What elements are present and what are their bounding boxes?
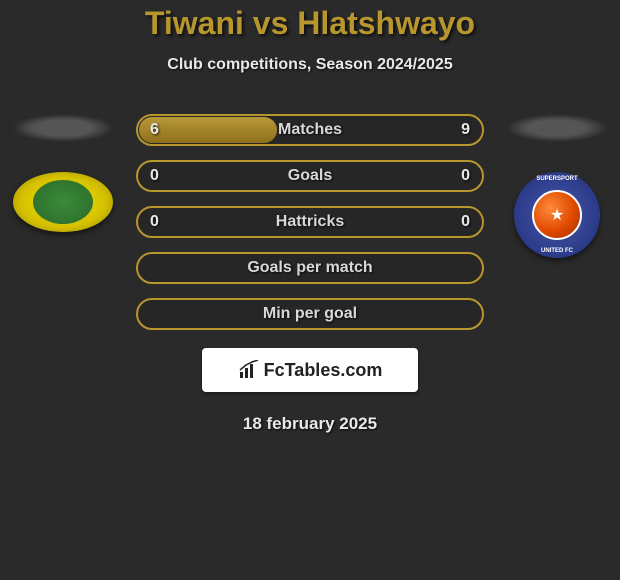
stat-label: Goals [288, 167, 332, 185]
stat-left-value: 0 [150, 213, 180, 231]
supersport-bot-text: UNITED FC [514, 248, 600, 254]
stat-label: Goals per match [247, 259, 372, 277]
page-title: Tiwani vs Hlatshwayo [0, 5, 620, 42]
stat-right-value: 0 [440, 213, 470, 231]
brand-badge[interactable]: FcTables.com [202, 348, 418, 392]
supersport-logo-icon: SUPERSPORT UNITED FC [514, 172, 600, 258]
stat-left-value: 0 [150, 167, 180, 185]
sundowns-logo-icon [13, 172, 113, 232]
stat-label: Hattricks [276, 213, 344, 231]
stat-hattricks: 0 Hattricks 0 [136, 206, 484, 238]
stat-right-value: 9 [440, 121, 470, 139]
stat-min-per-goal: Min per goal [136, 298, 484, 330]
club-logo-left [13, 172, 113, 242]
date-label: 18 february 2025 [0, 414, 620, 434]
left-side [8, 114, 118, 242]
right-side: SUPERSPORT UNITED FC [502, 114, 612, 242]
stat-goals-per-match: Goals per match [136, 252, 484, 284]
player-avatar-left [12, 114, 114, 142]
brand-text: FcTables.com [264, 360, 383, 381]
stat-label: Matches [278, 121, 342, 139]
stat-label: Min per goal [263, 305, 357, 323]
club-logo-right: SUPERSPORT UNITED FC [507, 172, 607, 242]
subtitle: Club competitions, Season 2024/2025 [0, 56, 620, 74]
comparison-card: Tiwani vs Hlatshwayo Club competitions, … [0, 0, 620, 434]
content-row: 6 Matches 9 0 Goals 0 0 Hattricks 0 Goal… [0, 114, 620, 330]
chart-icon [238, 360, 260, 380]
stat-goals: 0 Goals 0 [136, 160, 484, 192]
player-avatar-right [506, 114, 608, 142]
supersport-top-text: SUPERSPORT [514, 176, 600, 182]
stats-column: 6 Matches 9 0 Goals 0 0 Hattricks 0 Goal… [118, 114, 502, 330]
stat-right-value: 0 [440, 167, 470, 185]
stat-matches: 6 Matches 9 [136, 114, 484, 146]
stat-left-value: 6 [150, 121, 180, 139]
